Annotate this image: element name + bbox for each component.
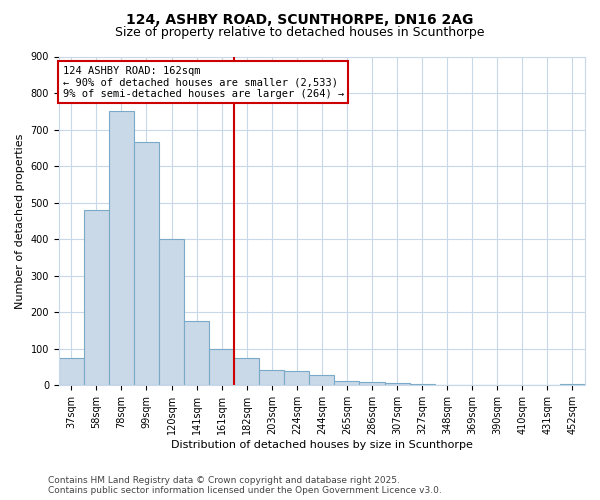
Text: 124, ASHBY ROAD, SCUNTHORPE, DN16 2AG: 124, ASHBY ROAD, SCUNTHORPE, DN16 2AG [127, 12, 473, 26]
Bar [310, 375, 334, 386]
Text: Contains HM Land Registry data © Crown copyright and database right 2025.
Contai: Contains HM Land Registry data © Crown c… [48, 476, 442, 495]
Bar [434, 384, 460, 386]
Y-axis label: Number of detached properties: Number of detached properties [15, 133, 25, 308]
Bar [184, 322, 209, 386]
Bar [560, 384, 585, 386]
Bar [334, 381, 359, 386]
Bar [410, 384, 434, 386]
Bar [209, 349, 234, 386]
Bar [159, 239, 184, 386]
X-axis label: Distribution of detached houses by size in Scunthorpe: Distribution of detached houses by size … [171, 440, 473, 450]
Text: 124 ASHBY ROAD: 162sqm
← 90% of detached houses are smaller (2,533)
9% of semi-d: 124 ASHBY ROAD: 162sqm ← 90% of detached… [62, 66, 344, 99]
Bar [385, 383, 410, 386]
Bar [134, 142, 159, 386]
Bar [84, 210, 109, 386]
Bar [359, 382, 385, 386]
Bar [109, 112, 134, 386]
Bar [284, 372, 310, 386]
Text: Size of property relative to detached houses in Scunthorpe: Size of property relative to detached ho… [115, 26, 485, 39]
Bar [59, 358, 84, 386]
Bar [259, 370, 284, 386]
Bar [234, 358, 259, 386]
